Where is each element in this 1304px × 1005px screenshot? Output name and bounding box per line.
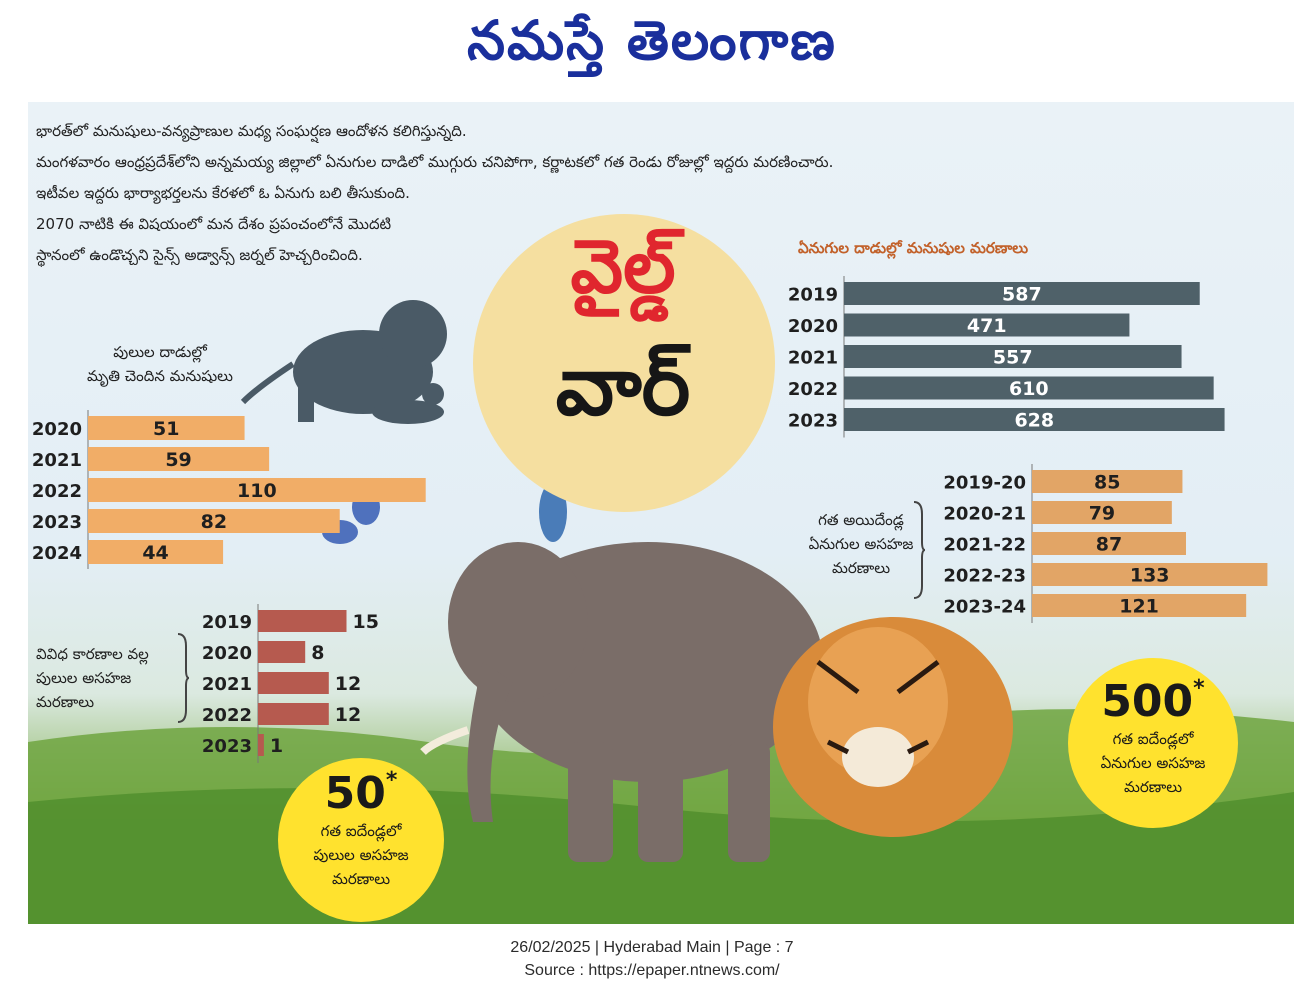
tiger-attacks-category-label: 2020 [32,419,82,440]
elephant-attacks-category-label: 2023 [788,411,838,432]
tiger-attacks-value-label: 110 [237,480,277,502]
tiger-deaths-badge: 50* గత ఐదేండ్లలో పులుల అసహజ మరణాలు [278,758,444,922]
elephant-deaths-bar [1032,532,1186,555]
intro-line: భారత్‌లో మనుషులు-వన్యప్రాణుల మధ్య సంఘర్ష… [36,122,467,140]
footer-source: Source : https://epaper.ntnews.com/ [524,962,780,979]
tiger-deaths-title: వివిధ కారణాల వల్ల పులుల అసహజ మరణాలు [36,645,149,711]
tiger-deaths-bar [258,641,306,663]
elephant-deaths-value-label: 87 [1096,534,1122,556]
tiger-attacks-value-label: 51 [153,418,179,440]
tiger-attacks-value-label: 82 [201,511,227,533]
elephant-attacks-value-label: 471 [967,315,1007,337]
tiger-attacks-category-label: 2024 [32,543,82,564]
tiger-deaths-value-label: 1 [270,735,283,757]
headline-line-2: వార్ [555,338,691,434]
elephant-attacks-title: ఏనుగుల దాడుల్లో మనుషుల మరణాలు [798,239,1029,257]
elephant-attacks-bar [844,376,1214,400]
headline-line-1: వైల్డ్ [570,224,676,310]
tiger-image [773,617,1013,837]
elephant-deaths-bar [1032,501,1172,524]
tiger-deaths-category-label: 2019 [202,612,252,633]
tiger-attacks-category-label: 2023 [32,512,82,533]
tiger-deaths-bar [258,610,347,632]
elephant-attacks-value-label: 557 [993,347,1033,369]
infographic-panel: భారత్‌లో మనుషులు-వన్యప్రాణుల మధ్య సంఘర్ష… [28,102,1294,924]
elephant-attacks-value-label: 628 [1014,410,1054,432]
intro-line: ఇటీవల ఇద్దరు భార్యాభర్తలను కేరళలో ఓ ఏనుగ… [36,184,410,202]
elephant-deaths-bracket [913,501,926,599]
tiger-deaths-value-label: 15 [353,611,379,633]
elephant-deaths-value-label: 121 [1119,596,1159,618]
tiger-deaths-value-label: 12 [335,704,361,726]
tiger-deaths-bar [258,672,329,694]
tiger-attacks-title: పులుల దాడుల్లో మృతి చెందిన మనుషులు [87,343,233,385]
elephant-deaths-bar [1032,594,1247,617]
elephant-deaths-badge: 500* గత ఐదేండ్లలో ఏనుగుల అసహజ మరణాలు [1068,658,1238,828]
elephant-deaths-category-label: 2019-20 [943,473,1026,494]
intro-line: స్థానంలో ఉండొచ్చని సైన్స్ అడ్వాన్స్ జర్న… [36,246,363,264]
elephant-deaths-category-label: 2022-23 [943,566,1026,587]
elephant-deaths-value-label: 133 [1130,565,1170,587]
elephant-image [420,542,823,862]
elephant-attacks-category-label: 2020 [788,316,838,337]
elephant-deaths-value-label: 79 [1089,503,1115,525]
intro-line: మంగళవారం ఆంధ్రప్రదేశ్‌లోని అన్నమయ్య జిల్… [36,153,834,171]
elephant-attacks-category-label: 2019 [788,285,838,306]
tiger-attacks-category-label: 2022 [32,481,82,502]
footer: 26/02/2025 | Hyderabad Main | Page : 7 S… [0,936,1304,982]
intro-text: భారత్‌లో మనుషులు-వన్యప్రాణుల మధ్య సంఘర్ష… [36,116,1036,271]
elephant-deaths-chart: 2019-20 85 2020-21 79 2021-22 87 2022-23 133 202… [943,464,1268,623]
tiger-attacks-bar [88,416,245,440]
elephant-deaths-bar [1032,563,1268,586]
tiger-attacks-value-label: 44 [142,542,168,564]
tiger-attacks-bar [88,478,426,502]
headline-circle [473,214,775,512]
tiger-attacks-bar [88,447,270,471]
elephant-deaths-title: గత అయిదేండ్ల ఏనుగుల అసహజ మరణాలు [808,511,914,577]
elephant-attacks-bar [844,313,1130,337]
elephant-attacks-category-label: 2022 [788,379,838,400]
tiger-deaths-value-label: 12 [335,673,361,695]
tiger-attacks-category-label: 2021 [32,450,82,471]
elephant-deaths-category-label: 2020-21 [943,504,1026,525]
tiger-attacks-value-label: 59 [165,449,191,471]
footer-edition: 26/02/2025 | Hyderabad Main | Page : 7 [510,939,794,956]
tiger-deaths-category-label: 2022 [202,705,252,726]
tiger-deaths-chart: 2019 15 2020 8 2021 12 2022 12 2023 1 [202,604,379,763]
elephant-attacks-bar [844,345,1182,368]
elephant-deaths-category-label: 2023-24 [943,597,1026,618]
tiger-deaths-bracket [177,633,190,723]
elephant-attacks-value-label: 610 [1009,378,1049,400]
elephant-attacks-bar [844,282,1200,305]
elephant-deaths-bar [1032,470,1183,493]
tiger-deaths-value-label: 8 [311,642,324,664]
intro-line: 2070 నాటికి ఈ విషయంలో మన దేశం ప్రపంచంలోన… [36,215,392,233]
newspaper-title: నమస్తే తెలంగాణ [467,8,837,72]
elephant-deaths-value-label: 85 [1094,472,1120,494]
tiger-deaths-bar [258,734,264,756]
tiger-attacks-bar [88,540,224,564]
lion-attack-silhouette [240,300,447,424]
elephant-attacks-category-label: 2021 [788,348,838,369]
tiger-deaths-bar [258,703,329,725]
elephant-attacks-bar [844,408,1225,431]
tiger-attacks-bar [88,509,340,533]
masthead: నమస్తే తెలంగాణ [0,0,1304,100]
elephant-attacks-chart: 2019 587 2020 471 2021 557 2022 610 2023 628 [788,276,1225,438]
tiger-deaths-category-label: 2020 [202,643,252,664]
tiger-deaths-category-label: 2021 [202,674,252,695]
elephant-deaths-category-label: 2021-22 [943,535,1026,556]
elephant-attacks-value-label: 587 [1002,284,1042,306]
tiger-attacks-chart: 2020 51 2021 59 2022 110 2023 82 2024 44 [32,410,426,569]
tiger-deaths-category-label: 2023 [202,736,252,757]
